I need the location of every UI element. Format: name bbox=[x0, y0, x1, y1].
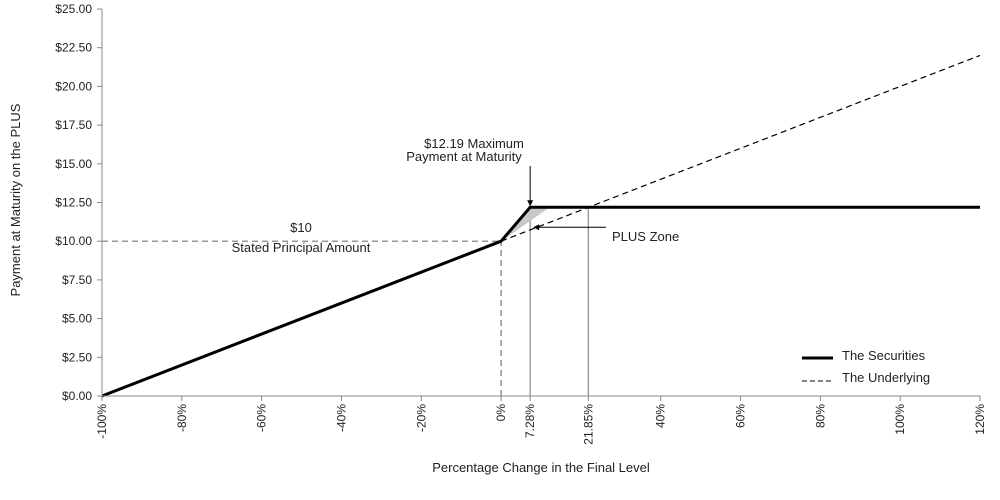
max-payment-label-line2: Payment at Maturity bbox=[406, 149, 522, 164]
y-tick-label: $7.50 bbox=[62, 273, 92, 287]
max-payment-arrow-head bbox=[527, 200, 534, 207]
axes bbox=[101, 9, 980, 397]
legend: The Securities The Underlying bbox=[802, 348, 930, 385]
plus-zone-arrow-head bbox=[533, 224, 540, 231]
y-tick-label: $0.00 bbox=[62, 389, 92, 403]
x-tick-label: -20% bbox=[414, 404, 428, 432]
principal-label-line2: Stated Principal Amount bbox=[232, 240, 371, 255]
x-tick-label: -60% bbox=[255, 404, 269, 432]
series-layer bbox=[101, 54, 981, 398]
plus-zone-label: PLUS Zone bbox=[612, 229, 679, 244]
series-line-securities bbox=[101, 205, 980, 398]
annotation-arrows bbox=[527, 166, 606, 231]
y-tick-label: $15.00 bbox=[55, 157, 92, 171]
y-tick-label: $2.50 bbox=[62, 350, 92, 364]
y-tick-label: $20.00 bbox=[55, 79, 92, 93]
legend-label-underlying: The Underlying bbox=[842, 370, 930, 385]
reference-lines bbox=[102, 207, 589, 396]
x-tick-label: 7.28% bbox=[523, 404, 537, 438]
x-tick-label: -100% bbox=[95, 404, 109, 439]
max-payment-label-line1: $12.19 Maximum bbox=[424, 136, 524, 151]
x-tick-label: 120% bbox=[973, 404, 987, 435]
series-line-underlying bbox=[500, 54, 981, 242]
y-tick-label: $22.50 bbox=[55, 41, 92, 55]
legend-label-securities: The Securities bbox=[842, 348, 926, 363]
y-tick-label: $12.50 bbox=[55, 196, 92, 210]
x-tick-label: 21.85% bbox=[581, 404, 595, 445]
x-tick-label: 80% bbox=[813, 404, 827, 428]
y-tick-label: $10.00 bbox=[55, 234, 92, 248]
y-tick-label: $17.50 bbox=[55, 118, 92, 132]
y-tick-labels: $0.00 $2.50 $5.00 $7.50 $10.00 $12.50 $15.00 $1… bbox=[55, 2, 102, 403]
x-tick-label: -40% bbox=[334, 404, 348, 432]
x-axis-title: Percentage Change in the Final Level bbox=[432, 460, 650, 475]
x-tick-label: -80% bbox=[175, 404, 189, 432]
y-axis-title: Payment at Maturity on the PLUS bbox=[8, 103, 23, 296]
y-tick-label: $5.00 bbox=[62, 312, 92, 326]
x-tick-label: 100% bbox=[893, 404, 907, 435]
x-tick-label: 60% bbox=[734, 404, 748, 428]
x-tick-label: 40% bbox=[654, 404, 668, 428]
principal-label-line1: $10 bbox=[290, 220, 312, 235]
y-tick-label: $25.00 bbox=[55, 2, 92, 16]
x-tick-label: 0% bbox=[494, 404, 508, 422]
x-tick-labels: -100% -80% -60% -40% -20% 0% 7.28% 21.85% 40% 60%… bbox=[95, 396, 987, 445]
